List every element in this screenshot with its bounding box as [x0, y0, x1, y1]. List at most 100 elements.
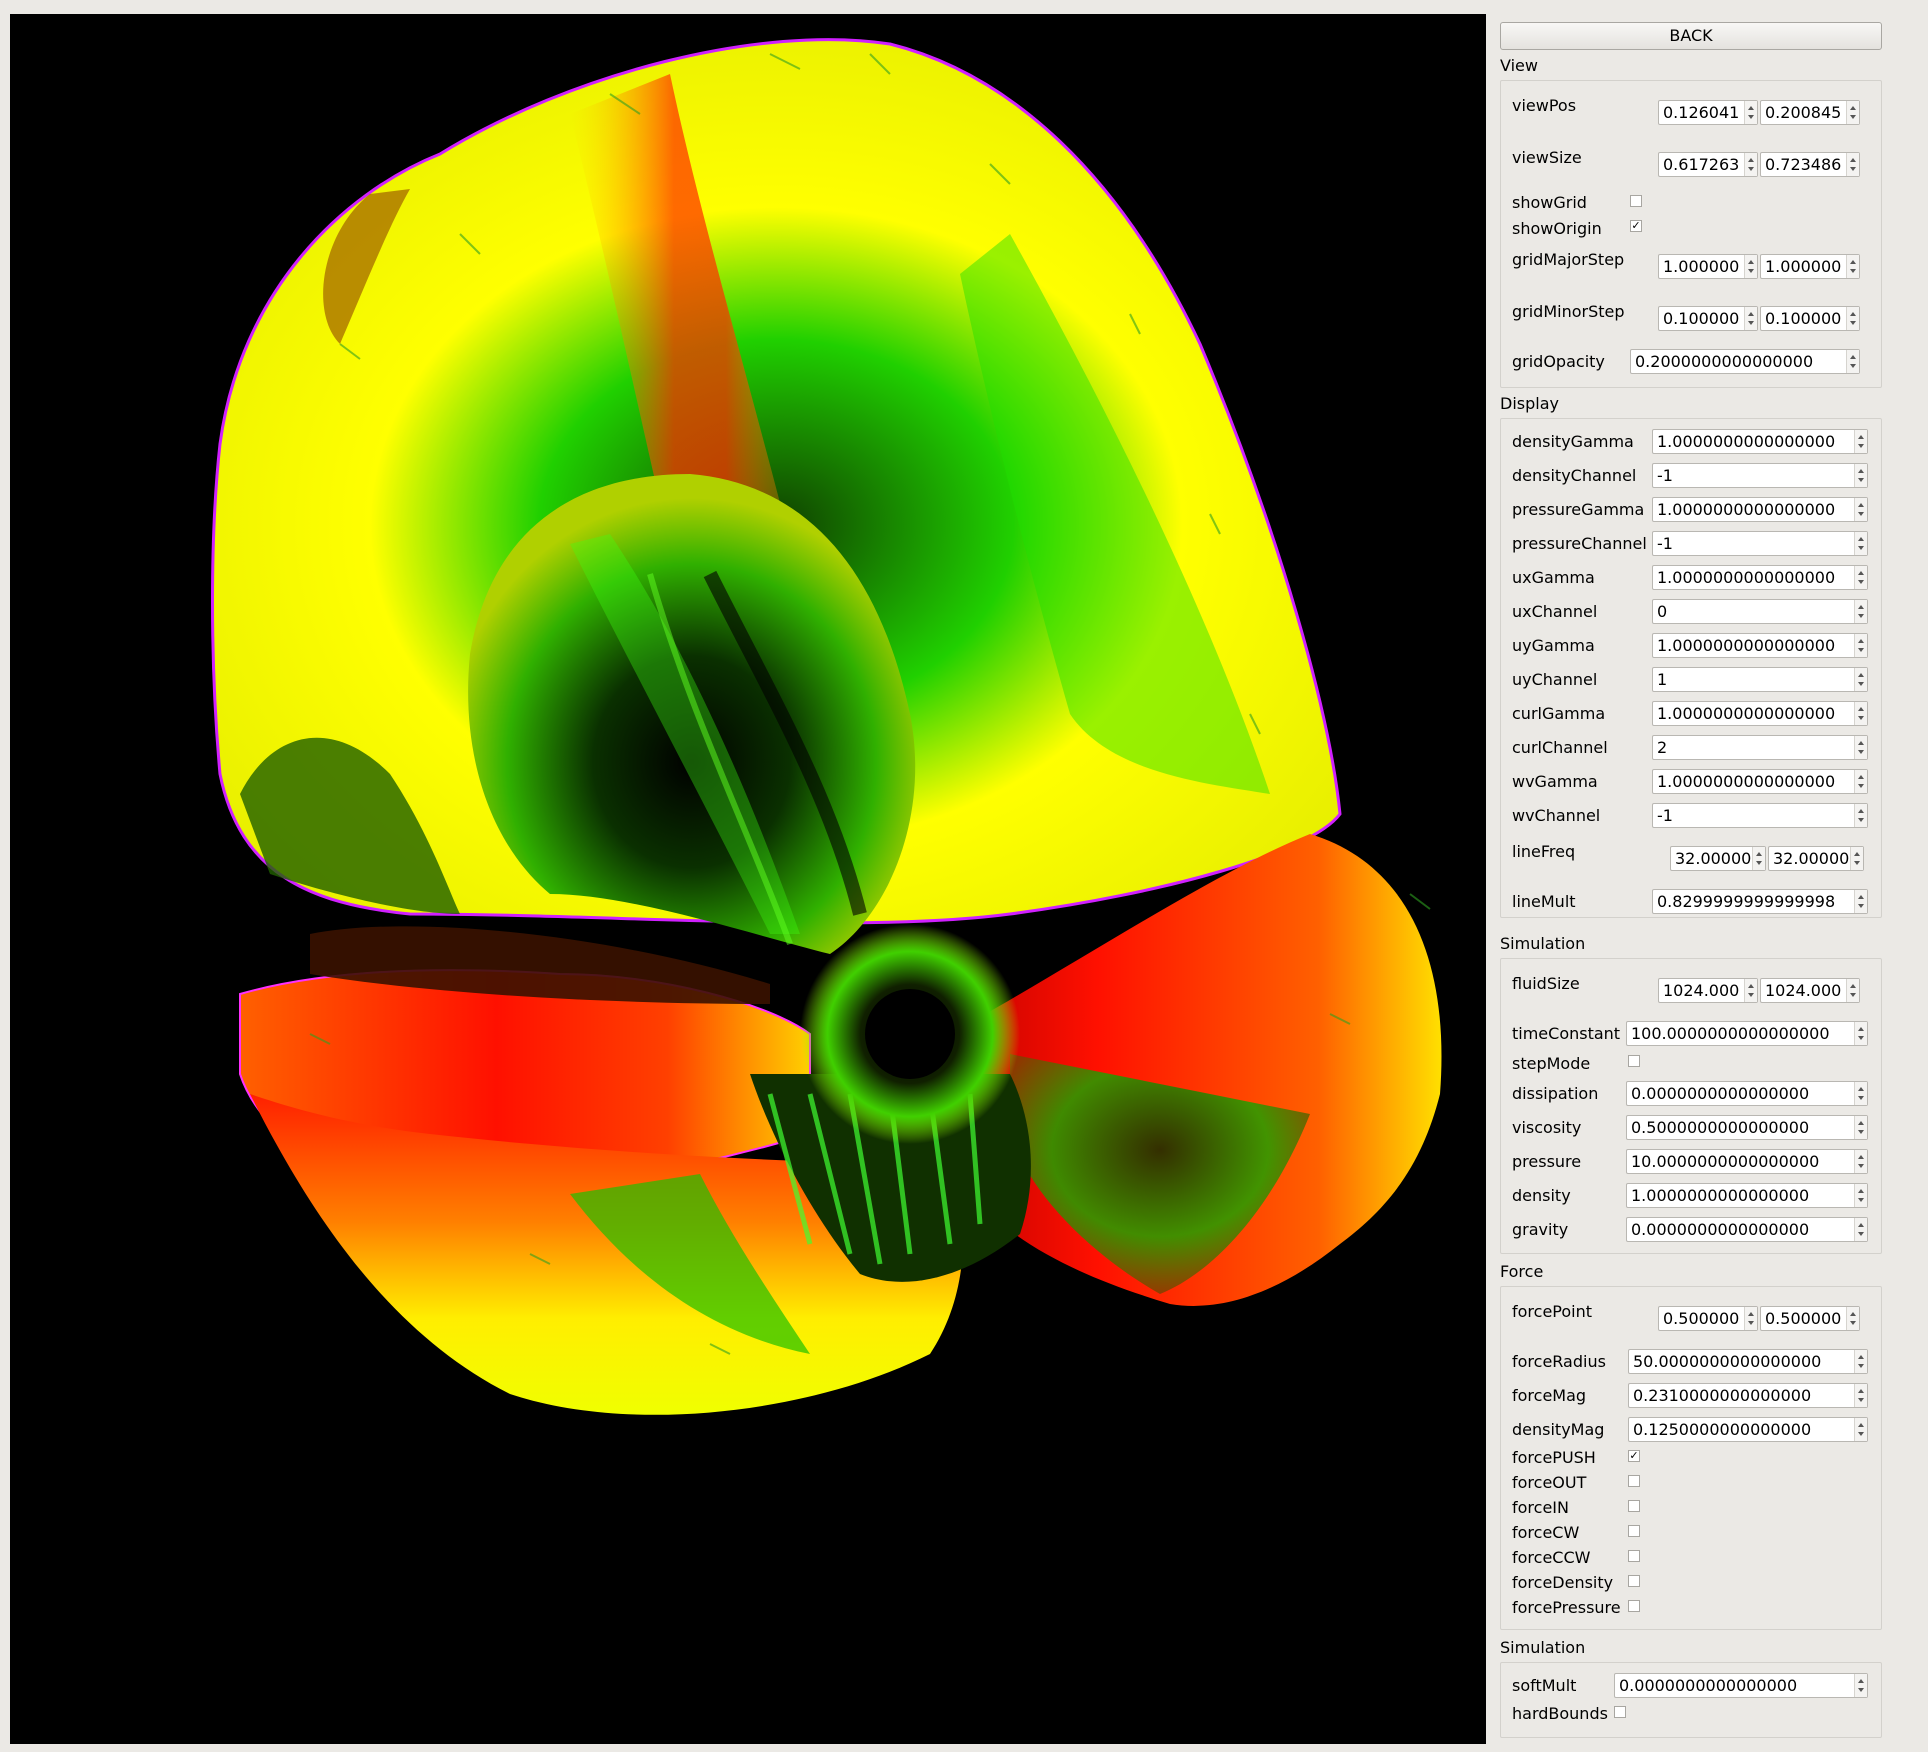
spin-arrows-icon[interactable]: [1846, 350, 1859, 373]
spin-arrows-icon[interactable]: [1846, 1307, 1859, 1330]
pressure-spinbox[interactable]: 10.0000000000000000: [1626, 1149, 1868, 1174]
density-spinbox[interactable]: 1.0000000000000000: [1626, 1183, 1868, 1208]
wvchannel-spinbox[interactable]: -1: [1652, 803, 1868, 828]
spin-arrows-icon[interactable]: [1752, 847, 1765, 870]
densitychannel-spinbox[interactable]: -1: [1652, 463, 1868, 488]
spin-arrows-icon[interactable]: [1744, 1307, 1757, 1330]
viewpos-y-spinbox[interactable]: 0.200845: [1760, 100, 1860, 125]
linefreq-label: lineFreq: [1512, 842, 1576, 861]
forcecw-checkbox[interactable]: [1628, 1525, 1640, 1537]
spin-arrows-icon[interactable]: [1854, 634, 1867, 657]
spin-arrows-icon[interactable]: [1854, 804, 1867, 827]
curlchannel-label: curlChannel: [1512, 738, 1608, 757]
gridminorstep-x-spinbox[interactable]: 0.100000: [1658, 306, 1758, 331]
forceout-checkbox[interactable]: [1628, 1475, 1640, 1487]
spin-arrows-icon[interactable]: [1854, 498, 1867, 521]
forceradius-spinbox[interactable]: 50.0000000000000000: [1628, 1349, 1868, 1374]
gridmajorstep-x-spinbox[interactable]: 1.000000: [1658, 254, 1758, 279]
spin-arrows-icon[interactable]: [1854, 1116, 1867, 1139]
stepmode-checkbox[interactable]: [1628, 1055, 1640, 1067]
spin-arrows-icon[interactable]: [1744, 307, 1757, 330]
spin-arrows-icon[interactable]: [1846, 307, 1859, 330]
gridopacity-spinbox[interactable]: 0.2000000000000000: [1630, 349, 1860, 374]
forcecw-label: forceCW: [1512, 1523, 1580, 1542]
spin-arrows-icon[interactable]: [1846, 979, 1859, 1002]
timeconstant-spinbox[interactable]: 100.0000000000000000: [1626, 1021, 1868, 1046]
spin-arrows-icon[interactable]: [1854, 1674, 1867, 1697]
forceradius-label: forceRadius: [1512, 1352, 1606, 1371]
spin-arrows-icon[interactable]: [1744, 101, 1757, 124]
forcepressure-checkbox[interactable]: [1628, 1600, 1640, 1612]
curlgamma-spinbox[interactable]: 1.0000000000000000: [1652, 701, 1868, 726]
densitygamma-spinbox[interactable]: 1.0000000000000000: [1652, 429, 1868, 454]
gravity-spinbox[interactable]: 0.0000000000000000: [1626, 1217, 1868, 1242]
spin-arrows-icon[interactable]: [1744, 255, 1757, 278]
uychannel-spinbox[interactable]: 1: [1652, 667, 1868, 692]
viewsize-x-spinbox[interactable]: 0.617263: [1658, 152, 1758, 177]
forcedensity-checkbox[interactable]: [1628, 1575, 1640, 1587]
fluid-viewport[interactable]: [10, 14, 1486, 1744]
spin-arrows-icon[interactable]: [1854, 600, 1867, 623]
densitymag-spinbox[interactable]: 0.1250000000000000: [1628, 1417, 1868, 1442]
spin-arrows-icon[interactable]: [1854, 1022, 1867, 1045]
linemult-spinbox[interactable]: 0.8299999999999998: [1652, 889, 1868, 914]
spin-arrows-icon[interactable]: [1854, 890, 1867, 913]
spin-arrows-icon[interactable]: [1854, 566, 1867, 589]
spin-arrows-icon[interactable]: [1854, 1350, 1867, 1373]
curlchannel-spinbox[interactable]: 2: [1652, 735, 1868, 760]
showgrid-checkbox[interactable]: [1630, 195, 1642, 207]
uxgamma-spinbox[interactable]: 1.0000000000000000: [1652, 565, 1868, 590]
spin-arrows-icon[interactable]: [1854, 668, 1867, 691]
viewpos-x-spinbox[interactable]: 0.126041: [1658, 100, 1758, 125]
forcepoint-x-spinbox[interactable]: 0.500000: [1658, 1306, 1758, 1331]
viewsize-label: viewSize: [1512, 148, 1582, 167]
hardbounds-checkbox[interactable]: [1614, 1706, 1626, 1718]
spin-arrows-icon[interactable]: [1854, 1384, 1867, 1407]
viscosity-label: viscosity: [1512, 1118, 1582, 1137]
spin-arrows-icon[interactable]: [1854, 1418, 1867, 1441]
showorigin-checkbox[interactable]: ✓: [1630, 219, 1642, 232]
spin-arrows-icon[interactable]: [1854, 1184, 1867, 1207]
spin-arrows-icon[interactable]: [1854, 430, 1867, 453]
spin-arrows-icon[interactable]: [1854, 736, 1867, 759]
back-button[interactable]: BACK: [1500, 22, 1882, 50]
forcepoint-y-spinbox[interactable]: 0.500000: [1760, 1306, 1860, 1331]
spin-arrows-icon[interactable]: [1854, 702, 1867, 725]
spin-arrows-icon[interactable]: [1854, 532, 1867, 555]
densitychannel-label: densityChannel: [1512, 466, 1637, 485]
gridmajorstep-y-spinbox[interactable]: 1.000000: [1760, 254, 1860, 279]
linefreq-x-spinbox[interactable]: 32.000000: [1670, 846, 1766, 871]
spin-arrows-icon[interactable]: [1846, 153, 1859, 176]
spin-arrows-icon[interactable]: [1854, 1150, 1867, 1173]
uxchannel-spinbox[interactable]: 0: [1652, 599, 1868, 624]
forcein-checkbox[interactable]: [1628, 1500, 1640, 1512]
softmult-spinbox[interactable]: 0.0000000000000000: [1614, 1673, 1868, 1698]
wvgamma-spinbox[interactable]: 1.0000000000000000: [1652, 769, 1868, 794]
spin-arrows-icon[interactable]: [1854, 464, 1867, 487]
spin-arrows-icon[interactable]: [1854, 1082, 1867, 1105]
spin-arrows-icon[interactable]: [1744, 979, 1757, 1002]
pressuregamma-spinbox[interactable]: 1.0000000000000000: [1652, 497, 1868, 522]
linefreq-y-spinbox[interactable]: 32.000000: [1768, 846, 1864, 871]
uxchannel-label: uxChannel: [1512, 602, 1598, 621]
forceccw-label: forceCCW: [1512, 1548, 1591, 1567]
forceccw-checkbox[interactable]: [1628, 1550, 1640, 1562]
forcemag-spinbox[interactable]: 0.2310000000000000: [1628, 1383, 1868, 1408]
viewsize-y-spinbox[interactable]: 0.723486: [1760, 152, 1860, 177]
spin-arrows-icon[interactable]: [1854, 1218, 1867, 1241]
dissipation-spinbox[interactable]: 0.0000000000000000: [1626, 1081, 1868, 1106]
spin-arrows-icon[interactable]: [1744, 153, 1757, 176]
fluidsize-y-spinbox[interactable]: 1024.000: [1760, 978, 1860, 1003]
forcepush-checkbox[interactable]: ✓: [1628, 1449, 1640, 1462]
uygamma-spinbox[interactable]: 1.0000000000000000: [1652, 633, 1868, 658]
gridminorstep-y-spinbox[interactable]: 0.100000: [1760, 306, 1860, 331]
viewpos-label: viewPos: [1512, 96, 1577, 115]
spin-arrows-icon[interactable]: [1854, 770, 1867, 793]
pressurechannel-spinbox[interactable]: -1: [1652, 531, 1868, 556]
pressuregamma-label: pressureGamma: [1512, 500, 1645, 519]
spin-arrows-icon[interactable]: [1846, 255, 1859, 278]
spin-arrows-icon[interactable]: [1850, 847, 1863, 870]
spin-arrows-icon[interactable]: [1846, 101, 1859, 124]
fluidsize-x-spinbox[interactable]: 1024.000: [1658, 978, 1758, 1003]
viscosity-spinbox[interactable]: 0.5000000000000000: [1626, 1115, 1868, 1140]
